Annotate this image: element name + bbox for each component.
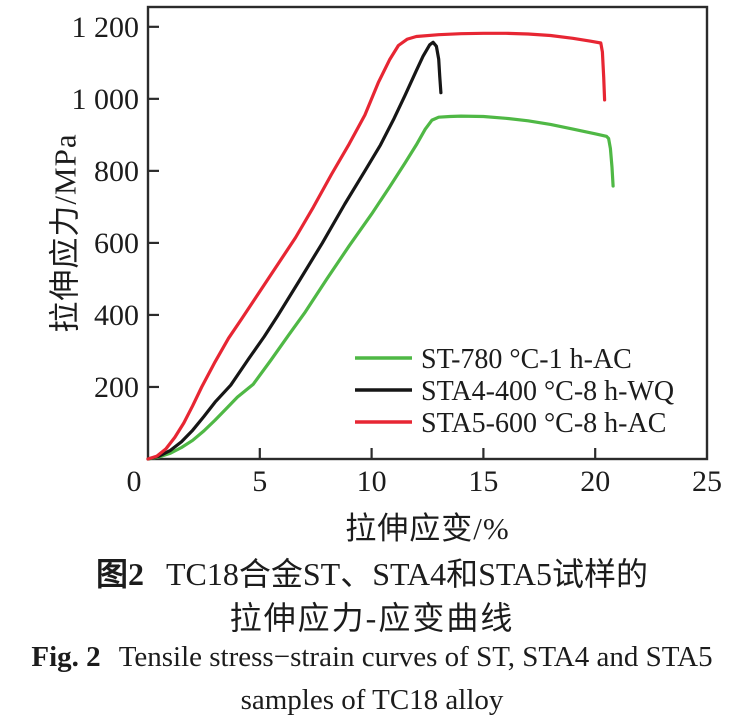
caption-zh-line1: 图2 TC18合金ST、STA4和STA5试样的 xyxy=(0,549,744,595)
y-axis-title: 拉伸应力/MPa xyxy=(47,133,83,333)
legend-label-sta4-400: STA4-400 °C-8 h-WQ xyxy=(421,376,674,407)
curve-sta4-400 xyxy=(146,40,443,461)
caption-en-line2: samples of TC18 alloy xyxy=(240,684,504,716)
x-tick-label: 25 xyxy=(692,465,722,498)
legend-label-sta5-600: STA5-600 °C-8 h-AC xyxy=(421,408,666,439)
y-tick-label: 800 xyxy=(94,155,139,188)
curve-sta5-600 xyxy=(146,31,607,461)
caption-en-line1: Fig. 2 Tensile stress−strain curves of ST… xyxy=(0,641,744,674)
y-tick-label: 600 xyxy=(94,227,139,260)
x-tick-label: 0 xyxy=(127,465,142,498)
x-tick-label: 20 xyxy=(580,465,610,498)
y-tick-label: 400 xyxy=(94,299,139,332)
caption-en-figure-label: Fig. 2 xyxy=(31,641,101,673)
y-tick-label: 1 200 xyxy=(72,11,140,44)
legend-label-st-780: ST-780 °C-1 h-AC xyxy=(421,344,632,375)
curve-st-780 xyxy=(146,114,615,461)
plot-frame xyxy=(146,5,709,461)
caption-en-text: Tensile stress−strain curves of ST, STA4… xyxy=(118,641,713,673)
x-tick-label: 15 xyxy=(468,465,498,498)
caption-zh-text: TC18合金ST、STA4和STA5试样的 xyxy=(165,556,649,592)
x-tick-label: 10 xyxy=(357,465,387,498)
x-tick-label: 5 xyxy=(252,465,267,498)
y-tick-label: 200 xyxy=(94,371,139,404)
x-axis-title: 拉伸应变/% xyxy=(345,511,510,546)
caption-zh-figure-label: 图2 xyxy=(95,556,144,592)
y-tick-label: 1 000 xyxy=(72,83,140,116)
caption-zh-line2: 拉伸应力-应变曲线 xyxy=(229,600,515,636)
plot-area: 200 400 600 800 1 000 1 200 0 5 10 15 20 25 ST-780 °… xyxy=(72,5,722,498)
